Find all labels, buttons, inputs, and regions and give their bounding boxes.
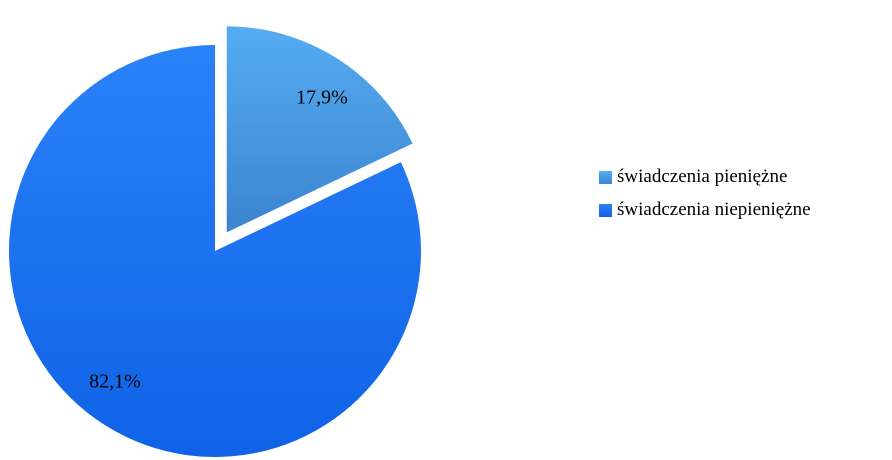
legend-item[interactable]: świadczenia niepieniężne [599, 199, 811, 221]
legend: świadczenia pieniężne świadczenia niepie… [599, 166, 811, 232]
legend-swatch [599, 170, 612, 184]
pie-slice[interactable] [8, 45, 422, 457]
data-label: 82,1% [89, 371, 141, 393]
legend-swatch [599, 203, 612, 217]
legend-label: świadczenia pieniężne [617, 166, 788, 187]
legend-label: świadczenia niepieniężne [617, 199, 811, 220]
pie-slice[interactable] [226, 26, 413, 233]
data-label: 17,9% [296, 87, 348, 109]
legend-item[interactable]: świadczenia pieniężne [599, 166, 811, 188]
